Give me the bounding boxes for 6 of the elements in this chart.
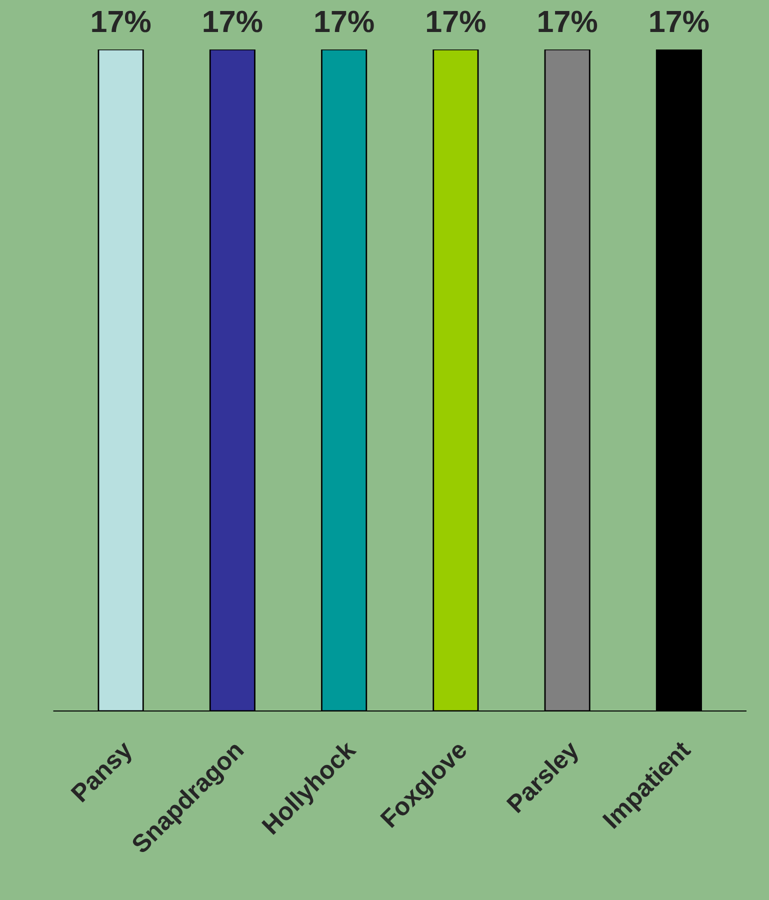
data-label: 17%	[315, 10, 374, 32]
data-label: 17%	[427, 10, 486, 32]
data-label: 17%	[92, 10, 151, 32]
data-label: 17%	[538, 10, 598, 32]
data-label: 17%	[650, 10, 709, 32]
data-label: 17%	[204, 10, 262, 32]
